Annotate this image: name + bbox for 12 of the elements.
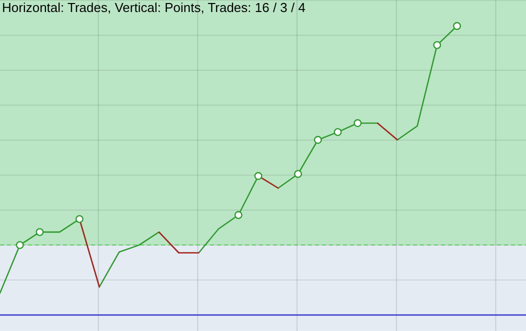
- point: [36, 228, 44, 236]
- point: [314, 136, 322, 144]
- point: [234, 211, 242, 219]
- point: [254, 172, 262, 180]
- point: [294, 170, 302, 178]
- point: [354, 119, 362, 128]
- point: [16, 241, 24, 250]
- point: [453, 22, 461, 30]
- point: [334, 128, 342, 136]
- chart-title: Horizontal: Trades, Vertical: Points, Trades: 16 / 3 / 4: [2, 0, 306, 15]
- point: [75, 215, 84, 224]
- point: [433, 41, 442, 50]
